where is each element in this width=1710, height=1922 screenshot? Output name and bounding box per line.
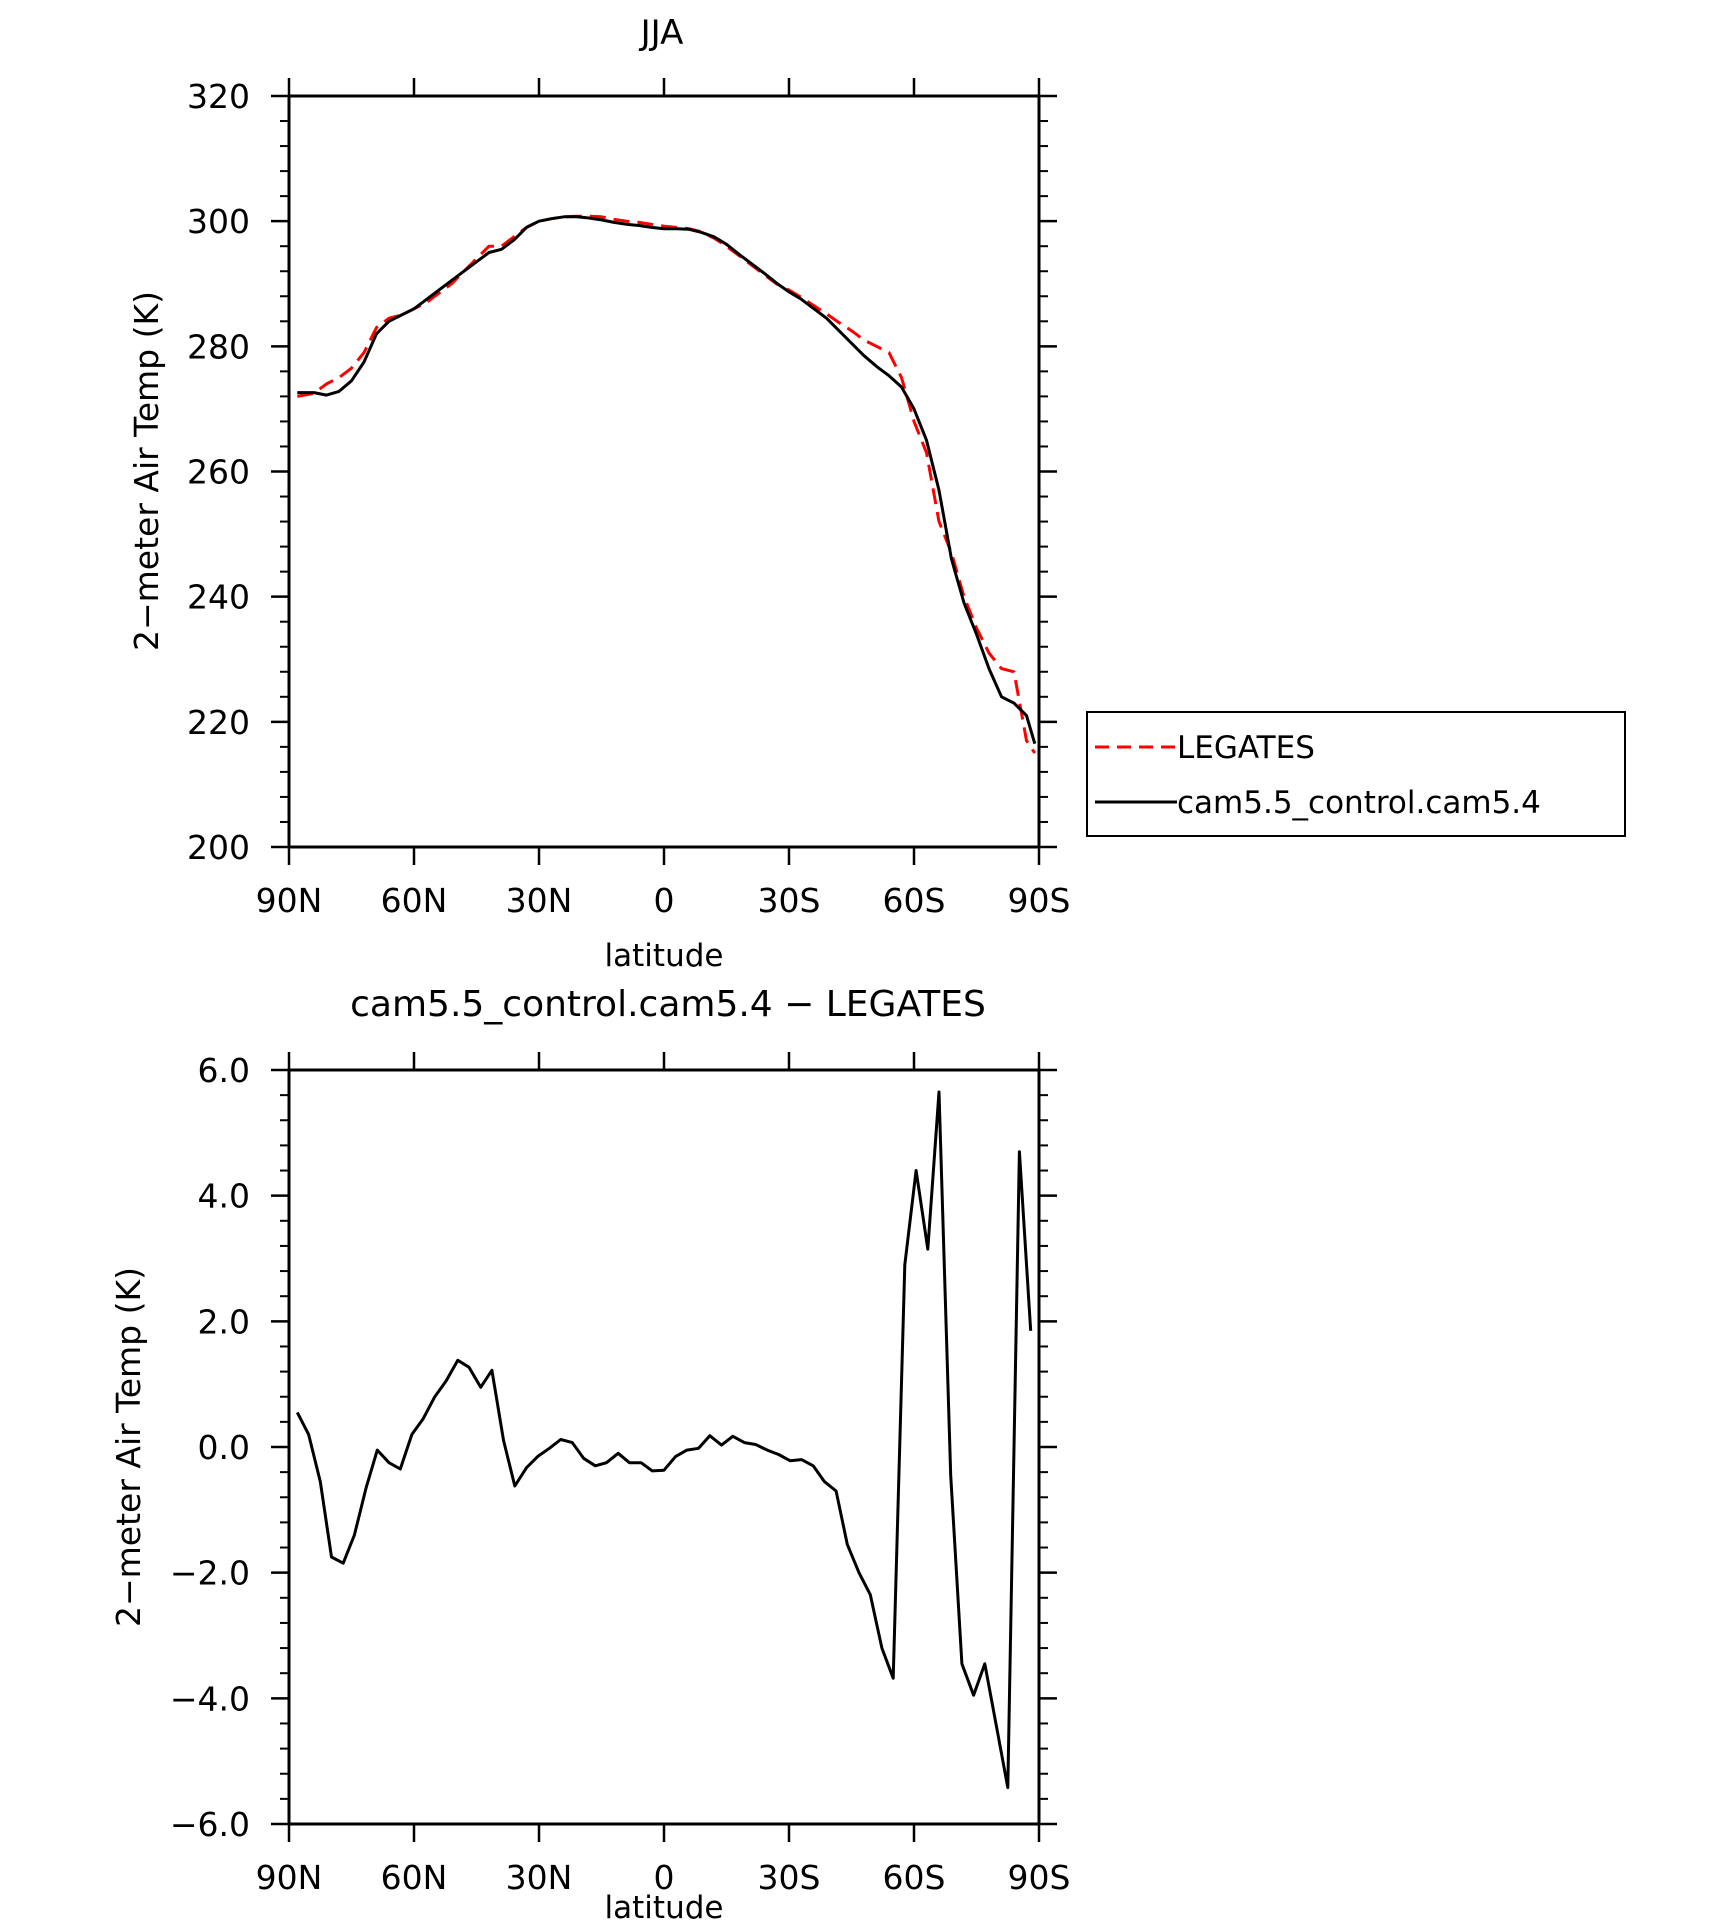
x-tick-label: 30S (758, 1858, 821, 1897)
y-tick-label: 6.0 (198, 1051, 250, 1090)
y-tick-label: 320 (187, 77, 250, 116)
y-tick-label: −6.0 (170, 1805, 250, 1844)
top-panel-title: JJA (639, 13, 684, 53)
y-tick-label: 280 (187, 327, 250, 366)
legend-model-label: cam5.5_control.cam5.4 (1177, 785, 1541, 821)
x-tick-label: 60N (381, 1858, 448, 1897)
legend-legates-label: LEGATES (1177, 730, 1315, 766)
bottom-panel-ylabel: 2−meter Air Temp (K) (109, 1267, 148, 1627)
x-tick-label: 60N (381, 881, 448, 920)
x-tick-label: 60S (883, 1858, 946, 1897)
top-panel-ticks: 200 220 240 260 280 300 320 90N 60N 30N 0 30S 60S 90S (187, 77, 1070, 920)
y-tick-label: 240 (187, 578, 250, 617)
series-line (297, 214, 1037, 754)
x-tick-label: 90S (1008, 881, 1071, 920)
series-line (295, 1090, 1033, 1790)
x-tick-label: 0 (654, 881, 675, 920)
y-tick-label: 200 (187, 828, 250, 867)
x-tick-label: 30S (758, 881, 821, 920)
y-tick-label: 4.0 (198, 1177, 250, 1216)
bottom-panel-series (295, 1090, 1033, 1790)
bottom-panel-title: cam5.5_control.cam5.4 − LEGATES (350, 984, 986, 1025)
series-line (297, 215, 1037, 745)
top-panel-frame (287, 94, 1041, 849)
x-tick-label: 0 (654, 1858, 675, 1897)
x-tick-label: 30N (506, 1858, 573, 1897)
y-tick-label: 2.0 (198, 1302, 250, 1341)
x-tick-label: 30N (506, 881, 573, 920)
y-tick-label: 260 (187, 453, 250, 492)
legend-box (1086, 711, 1626, 837)
bottom-panel-xlabel: latitude (605, 1890, 724, 1922)
top-panel-xlabel: latitude (605, 938, 724, 974)
y-tick-label: −4.0 (170, 1679, 250, 1718)
bottom-panel: cam5.5_control.cam5.4 − LEGATES −6.0 −4.0… (109, 984, 1070, 1922)
top-panel: JJA 200 220 240 260 280 300 320 90N 60N 30N 0 30S 60… (127, 13, 1070, 974)
y-tick-label: 0.0 (198, 1428, 250, 1467)
top-panel-ylabel: 2−meter Air Temp (K) (127, 291, 166, 651)
bottom-panel-ticks: −6.0 −4.0 −2.0 0.0 2.0 4.0 6.0 90N 60N 30N 0 30S 60S… (170, 1051, 1071, 1897)
x-tick-label: 90N (256, 1858, 323, 1897)
bottom-panel-frame (287, 1068, 1041, 1826)
legend: LEGATES cam5.5_control.cam5.4 (1086, 711, 1626, 837)
y-tick-label: 300 (187, 202, 250, 241)
x-tick-label: 90S (1008, 1858, 1071, 1897)
y-tick-label: −2.0 (170, 1554, 250, 1593)
x-tick-label: 90N (256, 881, 323, 920)
y-tick-label: 220 (187, 703, 250, 742)
x-tick-label: 60S (883, 881, 946, 920)
top-panel-series (297, 214, 1037, 754)
